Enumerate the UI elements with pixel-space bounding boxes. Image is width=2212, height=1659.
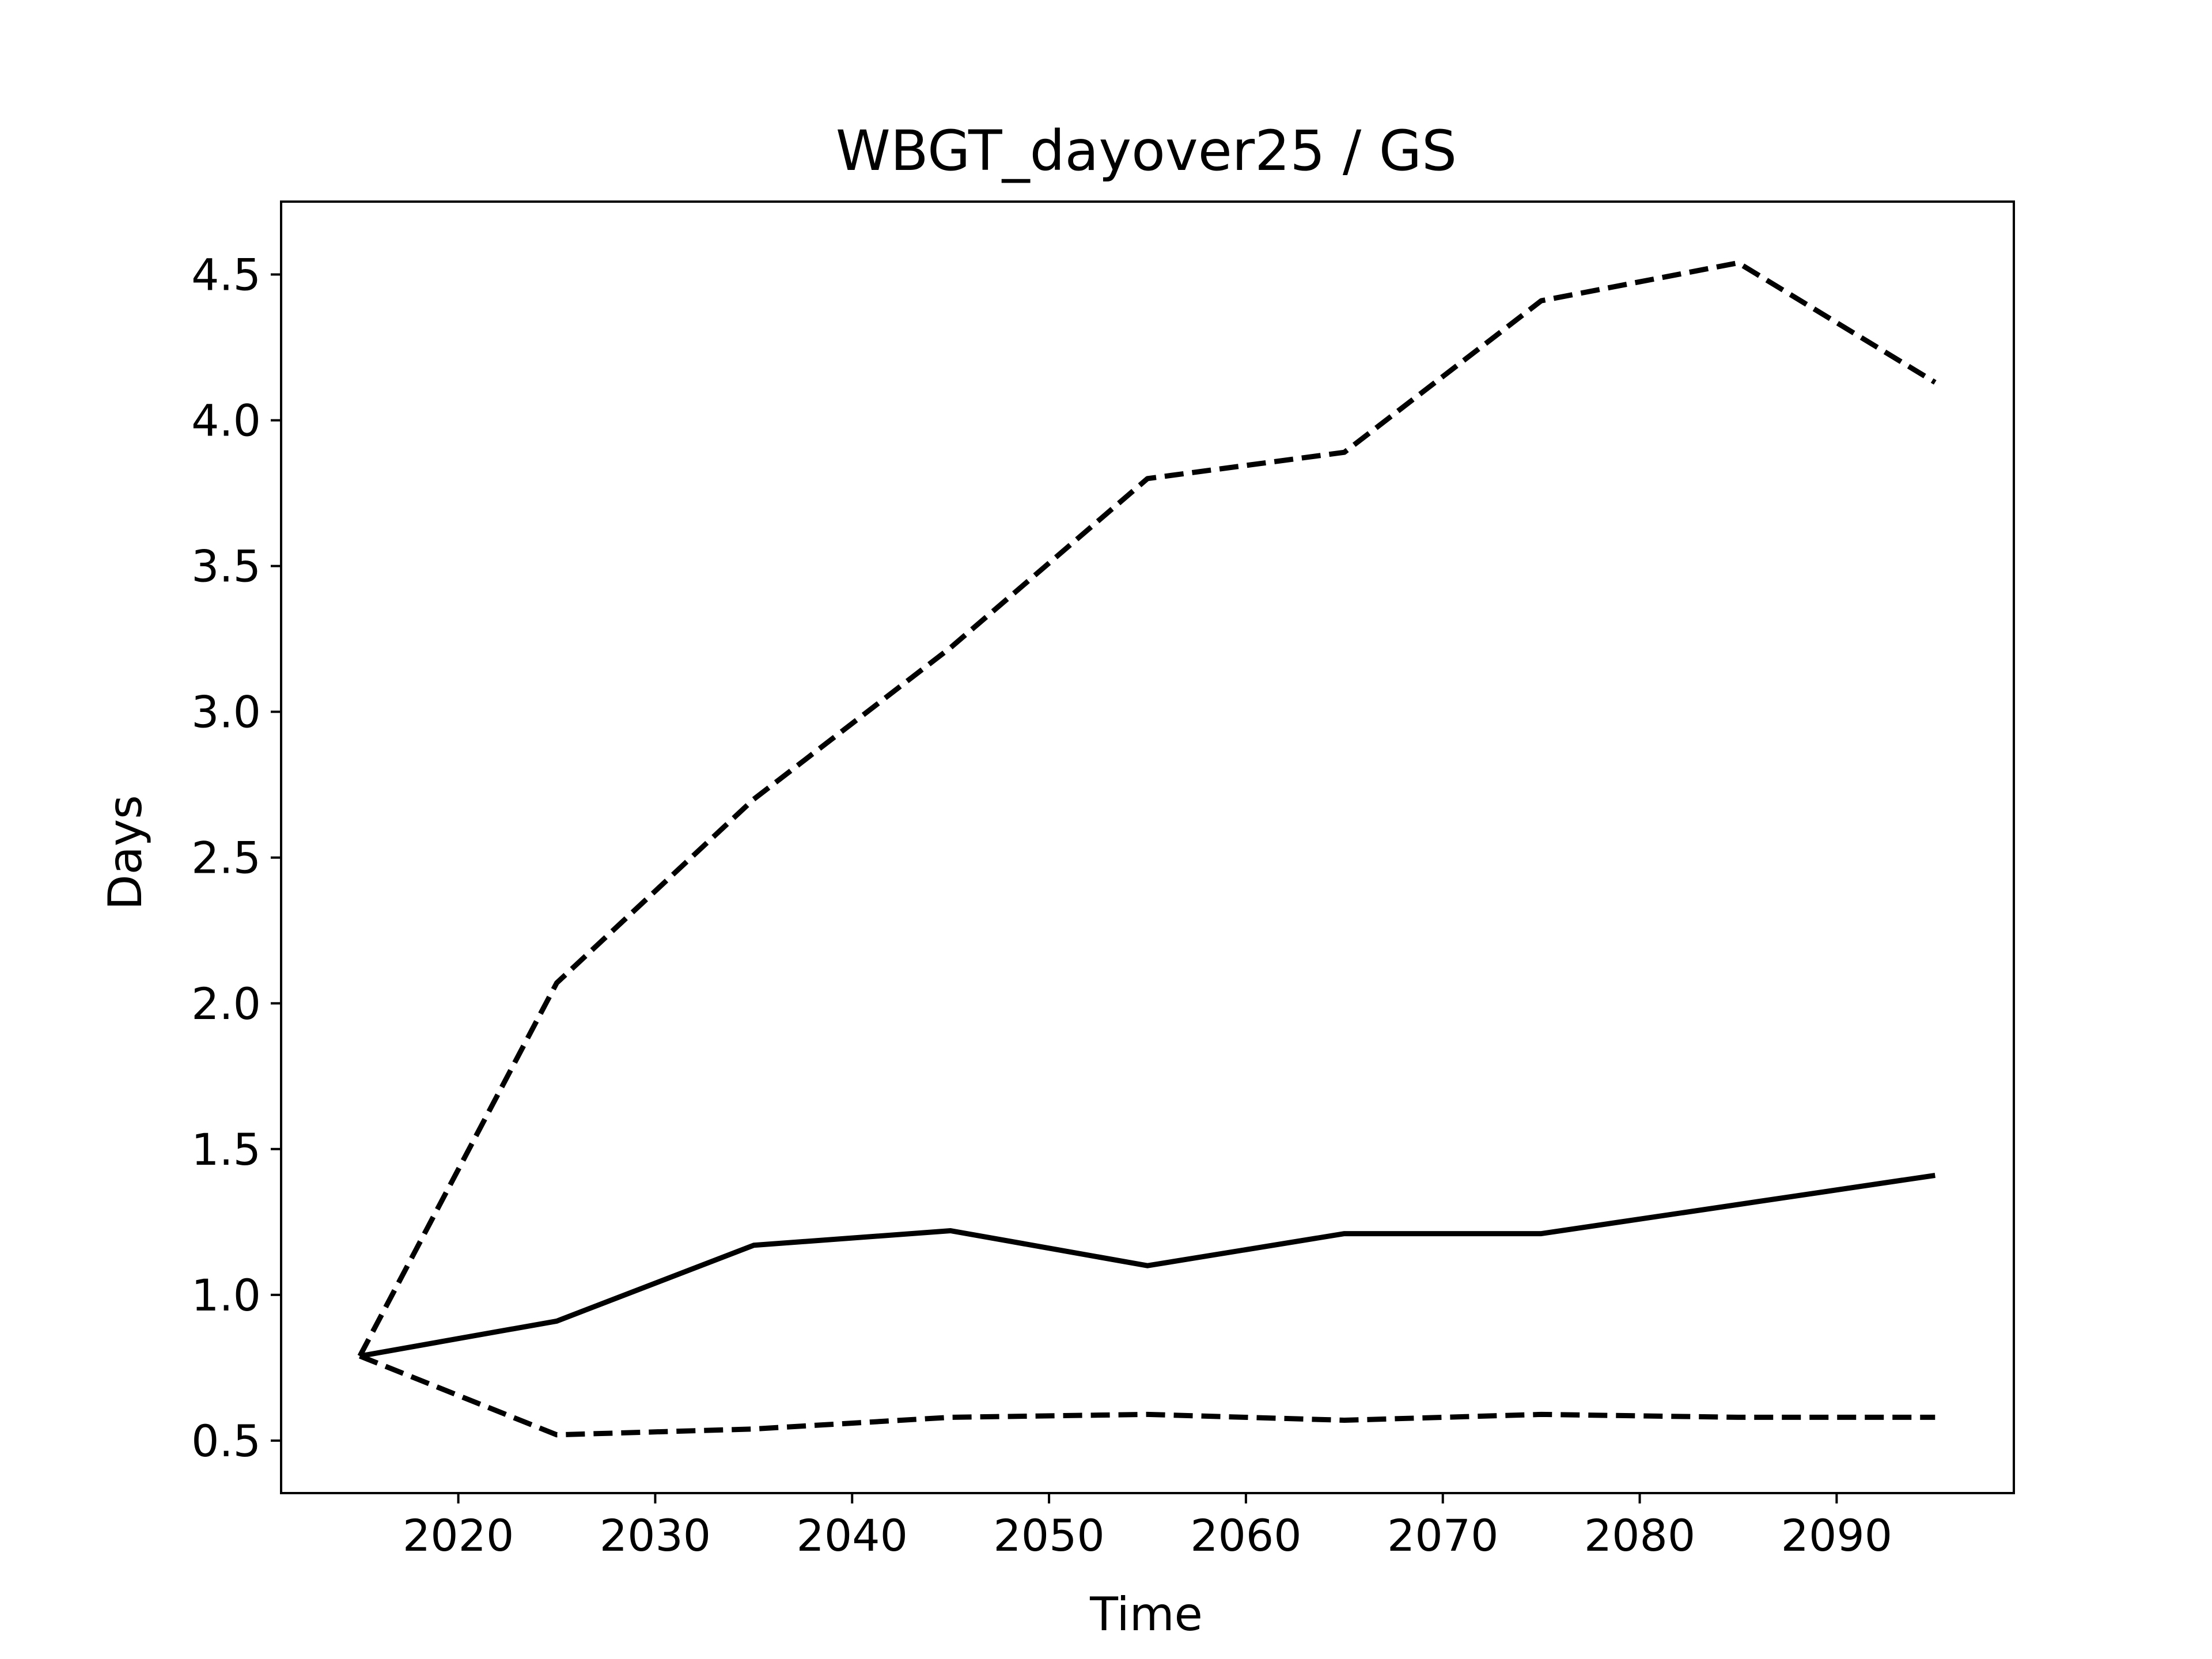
y-tick-label: 4.5 [191, 249, 261, 301]
y-axis-label: Days [99, 795, 152, 910]
y-tick-label: 3.5 [191, 541, 261, 592]
x-tick-label: 2050 [993, 1510, 1104, 1561]
series-line-1 [357, 260, 1937, 1358]
x-axis-label: Time [1089, 1588, 1203, 1641]
x-axis-ticks: 2020 2030 2040 2050 2060 2070 2080 2090 [403, 1493, 1892, 1561]
y-tick-label: 4.0 [191, 395, 261, 446]
x-tick-label: 2030 [600, 1510, 711, 1561]
x-tick-label: 2060 [1190, 1510, 1301, 1561]
plot-frame [280, 200, 2015, 1494]
chart-title: WBGT_dayover25 / GS [836, 119, 1457, 183]
series-line-2 [359, 1172, 1936, 1359]
x-tick-label: 2080 [1584, 1510, 1695, 1561]
x-tick-label: 2040 [797, 1510, 908, 1561]
series-layer [357, 260, 1937, 1438]
y-tick-label: 3.0 [191, 687, 261, 738]
y-tick-label: 2.5 [191, 832, 261, 884]
x-tick-label: 2090 [1781, 1510, 1892, 1561]
y-tick-label: 2.0 [191, 978, 261, 1029]
y-tick-label: 0.5 [191, 1415, 261, 1467]
y-axis-ticks: 0.5 1.0 1.5 2.0 2.5 3.0 3.5 4.0 4.5 [191, 249, 281, 1467]
y-tick-label: 1.0 [191, 1270, 261, 1321]
x-tick-label: 2020 [403, 1510, 514, 1561]
x-tick-label: 2070 [1387, 1510, 1498, 1561]
series-line-3 [359, 1353, 1936, 1438]
y-tick-label: 1.5 [191, 1124, 261, 1175]
